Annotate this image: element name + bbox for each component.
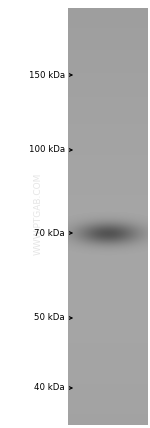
Text: 100 kDa: 100 kDa [29,146,65,155]
Text: WWW.PTGAB.COM: WWW.PTGAB.COM [33,173,42,255]
Text: 150 kDa: 150 kDa [29,71,65,80]
Text: 40 kDa: 40 kDa [34,383,65,392]
Text: 50 kDa: 50 kDa [34,313,65,323]
Text: 70 kDa: 70 kDa [34,229,65,238]
